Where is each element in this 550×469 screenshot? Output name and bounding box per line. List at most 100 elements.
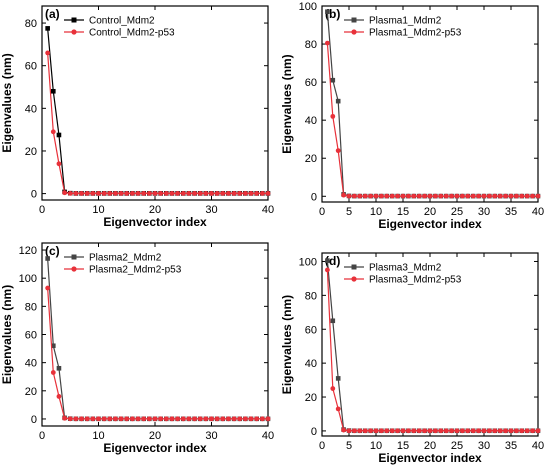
data-point xyxy=(379,193,384,199)
y-tick-label: 120 xyxy=(19,245,37,257)
data-point xyxy=(503,428,508,434)
y-tick-label: 0 xyxy=(31,189,37,201)
y-tick-label: 40 xyxy=(25,358,37,370)
x-tick-label: 0 xyxy=(39,430,45,442)
legend-label: Plasma2_Mdm2 xyxy=(89,253,162,264)
data-point xyxy=(51,88,56,94)
data-point xyxy=(422,428,427,434)
data-point xyxy=(135,416,141,422)
data-point xyxy=(67,416,73,422)
x-tick-label: 5 xyxy=(346,206,352,218)
y-tick-label: 20 xyxy=(305,392,317,404)
y-axis-label: Eigenvalues (nm) xyxy=(280,295,294,394)
legend-label: Control_Mdm2 xyxy=(89,16,155,27)
legend-marker xyxy=(71,254,77,260)
data-point xyxy=(395,193,400,199)
y-axis-label: Eigenvalues (nm) xyxy=(0,53,14,152)
y-tick-label: 80 xyxy=(25,18,37,30)
data-point xyxy=(508,193,514,199)
data-point xyxy=(341,427,346,433)
data-point xyxy=(362,428,368,434)
data-point xyxy=(231,190,237,196)
data-point xyxy=(438,193,444,199)
data-point xyxy=(254,416,260,422)
data-point xyxy=(259,190,265,196)
data-point xyxy=(180,416,186,422)
legend-label: Plasma1_Mdm2 xyxy=(369,16,442,27)
x-tick-label: 30 xyxy=(205,204,217,216)
legend-label: Plasma3_Mdm2-p53 xyxy=(369,275,462,286)
chart-panel-3: 0 10 20 30 40 0 20 40 60 80 100 120 Eigenvector inde… xyxy=(0,242,274,455)
data-point xyxy=(433,428,438,434)
data-point xyxy=(135,190,141,196)
data-point xyxy=(84,416,90,422)
series-line-1 xyxy=(47,258,268,420)
data-point xyxy=(465,428,471,434)
data-point xyxy=(406,428,411,434)
x-tick-label: 10 xyxy=(370,206,382,218)
data-point xyxy=(180,190,186,196)
data-point xyxy=(335,376,341,381)
data-point xyxy=(449,193,454,199)
y-tick-label: 40 xyxy=(305,358,317,370)
data-point xyxy=(141,190,147,196)
y-tick-label: 0 xyxy=(311,191,317,203)
y-tick-label: 20 xyxy=(305,153,317,165)
data-point xyxy=(231,416,237,422)
data-point xyxy=(384,193,390,199)
y-tick-label: 100 xyxy=(19,273,37,285)
data-point xyxy=(325,9,330,15)
data-point xyxy=(96,190,101,196)
data-point xyxy=(175,190,181,196)
data-point xyxy=(497,193,503,199)
data-point xyxy=(330,318,336,324)
data-point xyxy=(379,428,384,434)
data-point xyxy=(158,416,164,422)
data-point xyxy=(476,428,481,434)
data-point xyxy=(373,193,379,199)
panel-label: (a) xyxy=(45,7,60,21)
data-point xyxy=(373,428,379,434)
data-point xyxy=(487,428,492,434)
data-point xyxy=(192,190,197,196)
data-point xyxy=(220,416,226,422)
data-point xyxy=(460,428,465,434)
series-line-2 xyxy=(326,269,538,432)
legend-marker xyxy=(71,17,77,23)
data-point xyxy=(481,193,487,199)
data-point xyxy=(330,113,336,119)
chart-panel-1: 0 10 20 30 40 0 20 40 60 80 Eigenvector index Eigen… xyxy=(0,5,274,229)
data-point xyxy=(203,190,209,196)
data-point xyxy=(395,428,400,434)
data-point xyxy=(341,192,346,198)
data-point xyxy=(481,428,487,434)
x-tick-label: 30 xyxy=(205,430,217,442)
data-point xyxy=(352,428,357,434)
x-tick-label: 40 xyxy=(532,206,544,218)
data-point xyxy=(118,416,124,422)
panel-label: (c) xyxy=(45,244,60,258)
data-point xyxy=(73,416,79,422)
data-point xyxy=(220,190,226,196)
data-point xyxy=(51,343,56,349)
data-point xyxy=(243,416,248,422)
data-point xyxy=(346,193,352,199)
x-tick-label: 35 xyxy=(505,206,517,218)
data-point xyxy=(514,193,519,199)
data-point xyxy=(454,193,460,199)
data-point xyxy=(226,190,231,196)
data-point xyxy=(454,428,460,434)
x-tick-label: 20 xyxy=(424,440,436,452)
data-point xyxy=(214,190,220,196)
series-line-2 xyxy=(47,52,268,194)
legend-label: Control_Mdm2-p53 xyxy=(89,28,175,39)
y-tick-label: 100 xyxy=(299,1,317,13)
data-point xyxy=(443,193,449,199)
y-tick-label: 80 xyxy=(305,39,317,51)
data-point xyxy=(530,428,535,434)
data-point xyxy=(124,190,130,196)
data-point xyxy=(508,428,514,434)
data-point xyxy=(209,190,214,196)
x-tick-label: 25 xyxy=(451,206,463,218)
y-tick-label: 60 xyxy=(25,61,37,73)
